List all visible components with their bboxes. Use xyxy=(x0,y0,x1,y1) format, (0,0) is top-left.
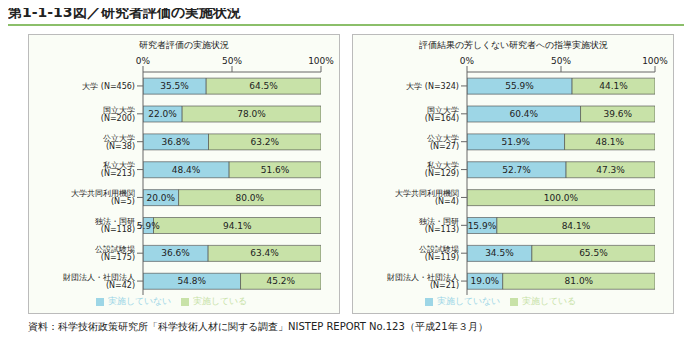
svg-text:48.1%: 48.1% xyxy=(595,137,624,147)
html-text:評価結果の芳しくない研究者への指導実施状況: 評価結果の芳しくない研究者への指導実施状況 xyxy=(418,40,608,50)
svg-text:財団法人・社団法人(N=42): 財団法人・社団法人(N=42) xyxy=(63,273,135,290)
svg-text:51.6%: 51.6% xyxy=(261,165,290,175)
html-text:資料：科学技術政策研究所「科学技術人材に関する調査」NIST: 資料：科学技術政策研究所「科学技術人材に関する調査」NISTEP REPORT … xyxy=(28,321,488,332)
html-text:実施していない: 実施していない xyxy=(107,296,171,306)
svg-text:80.0%: 80.0% xyxy=(236,193,265,203)
html-text:実施している: 実施している xyxy=(521,296,576,306)
svg-text:47.3%: 47.3% xyxy=(596,165,625,175)
svg-text:私立大学(N=129): 私立大学(N=129) xyxy=(425,161,459,178)
svg-text:公設試験場(N=119): 公設試験場(N=119) xyxy=(419,245,459,262)
svg-text:国立大学(N=200): 国立大学(N=200) xyxy=(101,106,135,123)
svg-text:独法・国研(N=113): 独法・国研(N=113) xyxy=(419,217,459,234)
svg-text:100%: 100% xyxy=(642,56,668,66)
svg-text:公設試験場(N=175): 公設試験場(N=175) xyxy=(95,245,135,262)
svg-text:国立大学(N=164): 国立大学(N=164) xyxy=(425,106,459,123)
svg-text:22.0%: 22.0% xyxy=(148,109,177,119)
svg-text:54.8%: 54.8% xyxy=(177,276,206,286)
svg-text:94.1%: 94.1% xyxy=(223,221,252,231)
svg-text:20.0%: 20.0% xyxy=(147,193,176,203)
svg-text:39.6%: 39.6% xyxy=(603,109,632,119)
svg-text:15.9%: 15.9% xyxy=(468,221,497,231)
svg-text:0%: 0% xyxy=(136,56,151,66)
svg-text:19.0%: 19.0% xyxy=(471,276,500,286)
svg-text:84.1%: 84.1% xyxy=(562,221,591,231)
svg-text:65.5%: 65.5% xyxy=(579,248,608,258)
svg-text:35.5%: 35.5% xyxy=(160,81,189,91)
svg-text:大学共同利用機関(N=4): 大学共同利用機関(N=4) xyxy=(395,189,459,206)
svg-text:36.8%: 36.8% xyxy=(161,137,190,147)
svg-text:55.9%: 55.9% xyxy=(505,81,534,91)
svg-text:100%: 100% xyxy=(308,56,334,66)
svg-text:50%: 50% xyxy=(222,56,242,66)
svg-text:50%: 50% xyxy=(551,56,571,66)
svg-text:34.5%: 34.5% xyxy=(485,248,514,258)
svg-text:0%: 0% xyxy=(460,56,475,66)
svg-text:独法・国研(N=118): 独法・国研(N=118) xyxy=(95,217,135,234)
html-text:実施していない: 実施していない xyxy=(436,296,500,306)
svg-text:81.0%: 81.0% xyxy=(565,276,594,286)
svg-text:44.1%: 44.1% xyxy=(599,81,628,91)
html-text:実施している: 実施している xyxy=(192,296,247,306)
svg-text:78.0%: 78.0% xyxy=(237,109,266,119)
svg-text:36.6%: 36.6% xyxy=(161,248,190,258)
svg-text:63.4%: 63.4% xyxy=(250,248,279,258)
svg-text:財団法人・社団法人(N=21): 財団法人・社団法人(N=21) xyxy=(387,273,459,290)
html-text:研究者評価の実施状況: 研究者評価の実施状況 xyxy=(139,40,229,50)
svg-text:51.9%: 51.9% xyxy=(501,137,530,147)
html-text:第1-1-13図／研究者評価の実施状況: 第1-1-13図／研究者評価の実施状況 xyxy=(8,4,241,20)
svg-text:48.4%: 48.4% xyxy=(172,165,201,175)
svg-text:52.7%: 52.7% xyxy=(502,165,531,175)
svg-text:60.4%: 60.4% xyxy=(509,109,538,119)
svg-text:大学 (N=456): 大学 (N=456) xyxy=(82,82,135,91)
svg-text:64.5%: 64.5% xyxy=(249,81,278,91)
svg-text:大学共同利用機関(N=5): 大学共同利用機関(N=5) xyxy=(71,189,135,206)
svg-text:5.9%: 5.9% xyxy=(137,221,160,231)
svg-text:45.2%: 45.2% xyxy=(266,276,295,286)
svg-text:大学 (N=324): 大学 (N=324) xyxy=(406,82,459,91)
svg-text:公立大学(N=27): 公立大学(N=27) xyxy=(427,134,459,151)
svg-text:公立大学(N=38): 公立大学(N=38) xyxy=(103,134,135,151)
svg-text:63.2%: 63.2% xyxy=(250,137,279,147)
svg-text:100.0%: 100.0% xyxy=(544,193,579,203)
svg-text:私立大学(N=213): 私立大学(N=213) xyxy=(101,161,135,178)
